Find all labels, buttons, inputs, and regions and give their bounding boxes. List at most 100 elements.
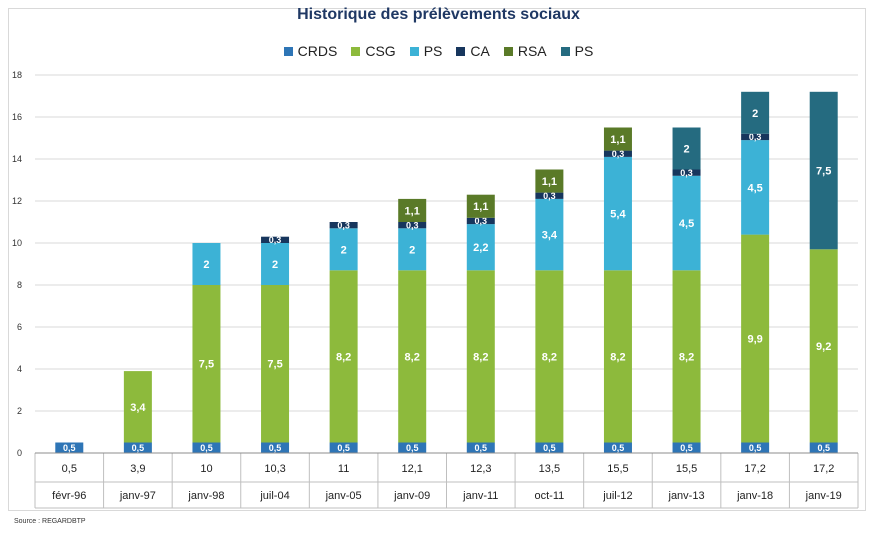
bar-segment [123,442,152,453]
bar-segment [329,270,358,443]
x-tick-label: janv-13 [668,490,705,502]
bar-value-label: 8,2 [473,351,488,363]
bar-segment [535,192,564,199]
bar-segment [398,270,427,443]
bar-value-label: 7,5 [267,359,282,371]
legend-item: RSA [503,43,547,59]
bar-segment [329,222,358,229]
bar-segment [329,442,358,453]
y-tick-label: 0 [17,448,22,458]
legend-item: CA [456,43,490,59]
bar-value-label: 1,1 [473,201,488,213]
total-label: 12,3 [470,463,491,475]
y-tick-label: 10 [12,238,22,248]
bar-value-label: 2 [341,244,347,256]
bar-segment [672,127,701,170]
source-note: Source : REGARDBTP [14,518,86,525]
bar-value-label: 0,3 [680,168,693,178]
bar-segment [809,442,838,453]
bar-segment [123,371,152,443]
bar-value-label: 2 [683,143,689,155]
bar-segment [466,224,495,271]
bar-value-label: 0,3 [406,220,419,230]
bar-value-label: 0,3 [543,191,556,201]
y-tick-label: 16 [12,112,22,122]
bar-segment [192,285,221,443]
y-tick-label: 4 [17,364,22,374]
x-tick-label: juil-04 [259,490,289,502]
bar-segment [741,140,770,235]
x-tick-label: janv-11 [462,490,498,502]
x-tick-label: janv-09 [393,490,430,502]
bar-value-label: 0,5 [612,443,625,453]
bar-value-label: 1,1 [542,176,557,188]
bar-value-label: 2,2 [473,242,488,254]
bar-value-label: 0,5 [817,443,830,453]
legend-swatch [351,46,361,56]
bar-value-label: 0,3 [269,235,282,245]
bar-value-label: 0,3 [612,149,625,159]
bar-value-label: 8,2 [679,351,694,363]
y-tick-label: 2 [17,406,22,416]
bar-value-label: 4,5 [747,182,762,194]
bar-segment [466,217,495,225]
bar-value-label: 0,5 [475,443,488,453]
legend-swatch [456,46,466,56]
bar-segment [741,133,770,141]
bar-segment [741,91,770,134]
total-label: 3,9 [130,463,145,475]
bar-value-label: 2 [409,244,415,256]
bar-value-label: 8,2 [405,351,420,363]
bar-segment [672,442,701,453]
bar-segment [398,442,427,453]
legend-item: CRDS [283,43,338,59]
bar-segment [603,150,632,157]
bar-segment [466,270,495,443]
bar-segment [398,222,427,229]
bar-segment [55,442,84,453]
bar-segment [261,236,290,243]
bar-value-label: 0,5 [543,443,556,453]
y-tick-label: 8 [17,280,22,290]
bar-segment [261,285,290,443]
bar-value-label: 0,5 [269,443,282,453]
legend-label: PS [423,43,443,59]
legend-swatch [503,46,513,56]
legend-swatch [560,46,570,56]
legend-label: RSA [517,43,547,59]
bar-segment [603,156,632,271]
legend-label: CRDS [297,43,338,59]
x-tick-label: févr-96 [52,490,86,502]
bar-segment [672,270,701,443]
bar-segment [261,243,290,285]
bar-segment [535,169,564,193]
bar-value-label: 0,5 [680,443,693,453]
bar-value-label: 0,3 [337,220,350,230]
bar-segment [672,169,701,176]
bar-segment [809,91,838,250]
legend-item: PS [409,43,443,59]
x-tick-label: juil-12 [602,490,632,502]
bar-value-label: 0,5 [406,443,419,453]
bar-segment [192,442,221,453]
bar-value-label: 0,5 [63,443,76,453]
x-tick-label: janv-19 [805,490,842,502]
legend-label: CSG [365,43,396,59]
total-label: 15,5 [607,463,628,475]
bar-value-label: 8,2 [542,351,557,363]
bar-segment [809,249,838,443]
bar-segment [466,442,495,453]
total-label: 10,3 [264,463,285,475]
bar-value-label: 1,1 [405,205,420,217]
bar-value-label: 7,5 [199,359,214,371]
bar-value-label: 0,5 [337,443,350,453]
bar-segment [466,194,495,218]
y-tick-label: 14 [12,154,22,164]
x-tick-label: janv-18 [736,490,773,502]
legend-item: PS [560,43,593,59]
bar-value-label: 0,5 [749,443,762,453]
bar-value-label: 2 [272,259,278,271]
y-tick-label: 6 [17,322,22,332]
legend-label: CA [470,43,490,59]
